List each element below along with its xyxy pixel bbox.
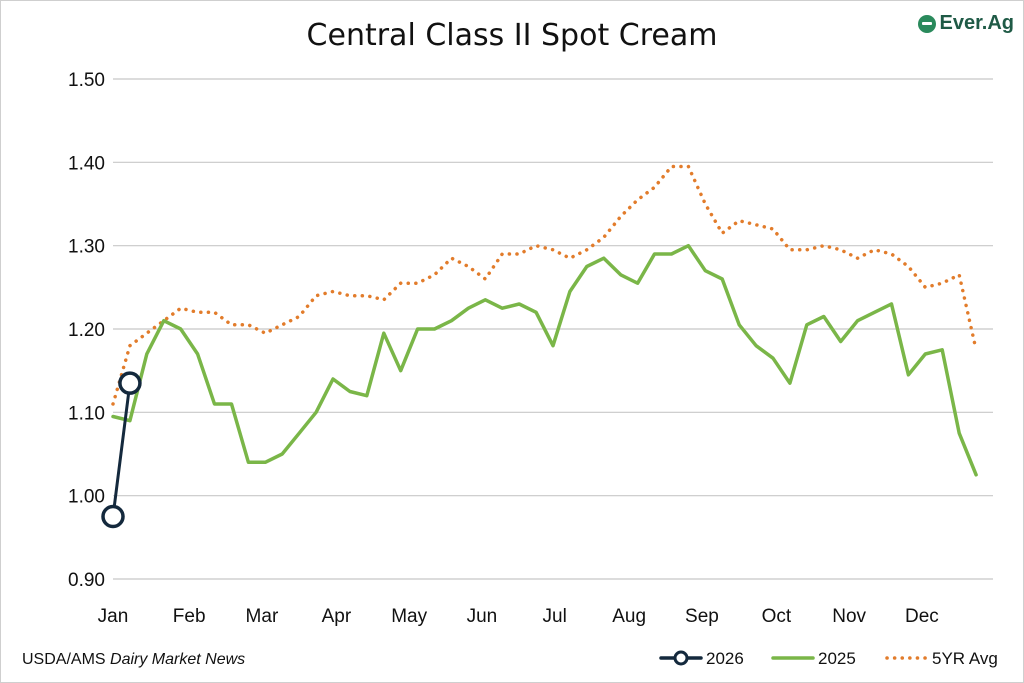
- y-tick-label: 1.00: [68, 487, 105, 508]
- ever-ag-logo: Ever.Ag: [917, 12, 1014, 35]
- x-tick-label: Apr: [322, 606, 352, 627]
- series-group: [101, 164, 978, 529]
- legend-label-5yr-avg: 5YR Avg: [932, 649, 998, 668]
- series-point-2026: [101, 504, 125, 529]
- x-tick-label: Oct: [762, 606, 792, 627]
- x-axis-ticks: Jan Feb Mar Apr May Jun Jul Aug Sep Oct Nov Dec: [98, 606, 939, 627]
- x-tick-label: May: [391, 606, 427, 627]
- series-line-5yr-avg: [111, 164, 978, 406]
- x-tick-label: Aug: [612, 606, 646, 627]
- series-point-2026: [118, 371, 142, 395]
- x-tick-label: Jan: [98, 606, 129, 627]
- x-tick-label: Mar: [246, 606, 279, 627]
- source-prefix: USDA/AMS: [22, 651, 111, 668]
- x-tick-label: Dec: [905, 606, 939, 627]
- legend-label-2026: 2026: [706, 649, 744, 668]
- chart-title: Central Class II Spot Cream: [306, 18, 718, 53]
- x-tick-label: Feb: [173, 606, 206, 627]
- source-italic: Dairy Market News: [110, 651, 246, 668]
- legend-label-2025: 2025: [818, 649, 856, 668]
- ever-ag-logo-icon: [917, 14, 936, 33]
- y-tick-label: 1.50: [68, 70, 105, 91]
- legend-marker-2026: [673, 650, 689, 666]
- y-tick-label: 0.90: [68, 570, 105, 591]
- x-tick-label: Jun: [467, 606, 498, 627]
- x-tick-label: Sep: [685, 606, 719, 627]
- y-axis-ticks: 1.50 1.40 1.30 1.20 1.10 1.00 0.90: [68, 70, 105, 591]
- logo-text: Ever.Ag: [939, 12, 1014, 34]
- y-tick-label: 1.40: [68, 153, 105, 174]
- y-tick-label: 1.20: [68, 320, 105, 341]
- x-tick-label: Nov: [832, 606, 866, 627]
- source-note: USDA/AMS Dairy Market News: [22, 651, 245, 669]
- y-tick-label: 1.10: [68, 403, 105, 424]
- legend: 2026 2025 5YR Avg: [659, 649, 998, 668]
- x-tick-label: Jul: [543, 606, 567, 627]
- y-tick-label: 1.30: [68, 237, 105, 258]
- series-line-2025: [111, 243, 978, 477]
- series-line-2026: [111, 381, 132, 518]
- gridlines: [113, 78, 993, 580]
